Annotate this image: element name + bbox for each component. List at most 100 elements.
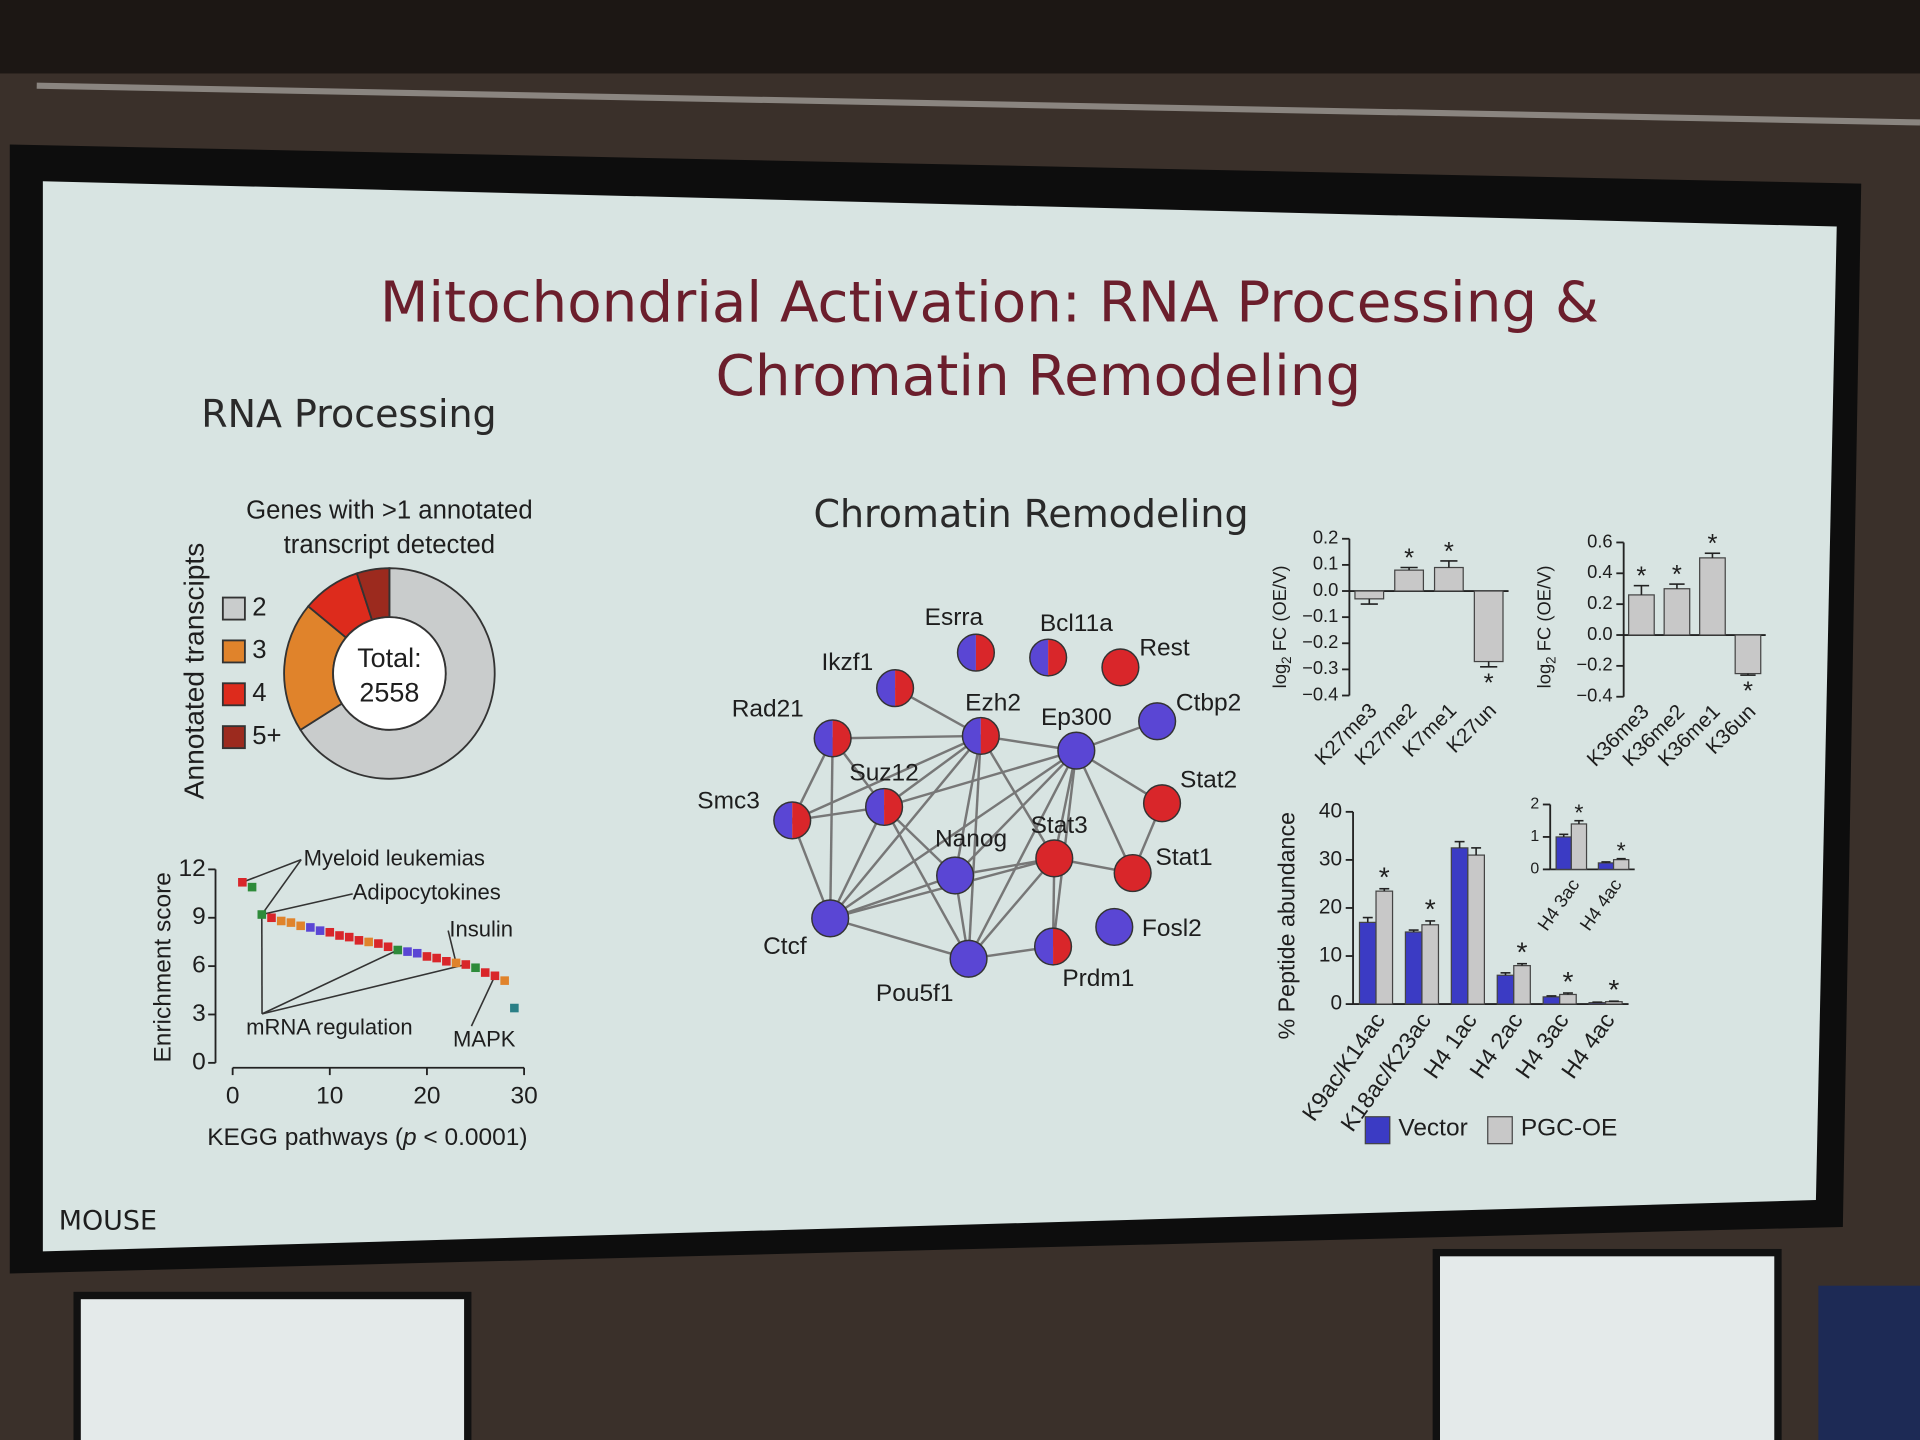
point <box>412 948 422 958</box>
annotation-line <box>261 859 302 915</box>
node-label: Esrra <box>925 604 984 631</box>
significance-mark: * <box>1672 561 1682 589</box>
node-label: Fosl2 <box>1142 915 1202 942</box>
node-half <box>814 720 833 757</box>
network-edge <box>953 735 983 876</box>
bar <box>1354 590 1385 600</box>
significance-mark: * <box>1379 861 1390 892</box>
y-tick-label: 3 <box>192 1000 206 1027</box>
node-label: Stat1 <box>1156 844 1213 871</box>
point <box>490 971 500 981</box>
bar <box>1404 931 1423 1005</box>
node-label: Smc3 <box>697 788 760 815</box>
y-axis-label: % Peptide abundance <box>1273 812 1299 1040</box>
y-axis-label-part: FC (OE/V) <box>1269 566 1290 657</box>
node-label: Ikzf1 <box>822 649 874 676</box>
monitor-left-screen <box>80 1299 465 1440</box>
point <box>364 937 373 947</box>
ceiling-rail <box>36 82 1920 126</box>
network-edge <box>832 734 981 740</box>
y-tick-label: 20 <box>1319 895 1342 918</box>
y-tick-label: 0.2 <box>1587 592 1613 613</box>
node <box>1057 731 1096 770</box>
point <box>267 913 276 923</box>
node-half <box>884 788 903 826</box>
annotation: Adipocytokines <box>353 880 501 905</box>
bar <box>1734 634 1762 675</box>
legend-label: Vector <box>1398 1114 1467 1141</box>
y-axis-label-part: log <box>1533 664 1554 689</box>
x-axis-label: KEGG pathways (p < 0.0001) <box>207 1124 527 1151</box>
y-axis-label: log2 FC (OE/V) <box>1533 566 1558 689</box>
significance-mark: * <box>1562 966 1573 997</box>
y-tick-label: −0.4 <box>1302 683 1338 704</box>
legend-swatch <box>221 596 246 621</box>
point <box>480 968 490 977</box>
node <box>936 856 975 895</box>
x-axis-label-part: p <box>402 1124 417 1151</box>
legend-label: 5+ <box>252 722 281 750</box>
y-tick-label: 0 <box>1530 861 1539 878</box>
network-edge <box>967 750 1078 960</box>
node-outline <box>864 787 904 827</box>
point <box>344 932 354 942</box>
legend-label: PGC-OE <box>1521 1114 1618 1141</box>
point <box>510 1003 519 1013</box>
y-tick-label: 0.0 <box>1587 623 1613 644</box>
x-tick-label: 0 <box>226 1083 240 1110</box>
x-axis-label-part: KEGG pathways ( <box>207 1124 403 1151</box>
bar <box>1513 965 1531 1005</box>
point <box>315 926 325 935</box>
node-half <box>980 717 1000 755</box>
network-edge <box>791 734 982 822</box>
slide-title: Mitochondrial Activation: RNA Processing… <box>380 271 1599 336</box>
point <box>335 931 344 940</box>
significance-mark: * <box>1444 538 1454 566</box>
point <box>374 939 383 948</box>
node-label: Ctcf <box>763 933 807 960</box>
node-label: Bcl11a <box>1040 610 1113 637</box>
network-edge <box>829 917 969 960</box>
y-tick-label: 40 <box>1319 799 1342 822</box>
y-axis-label-part: 2 <box>1543 656 1558 663</box>
legend-swatch <box>1487 1116 1513 1145</box>
y-tick-label: −0.3 <box>1302 657 1338 678</box>
x-axis-label-part: < 0.0001) <box>417 1124 528 1151</box>
node-half <box>865 788 885 826</box>
y-axis-label-part: log <box>1269 664 1290 689</box>
node-half <box>1029 639 1049 676</box>
annotation: Insulin <box>449 916 513 941</box>
node <box>949 939 988 978</box>
bar <box>1496 974 1515 1005</box>
legend-swatch <box>221 725 246 750</box>
annotation: mRNA regulation <box>246 1014 413 1039</box>
donut-hole <box>332 616 447 731</box>
monitor-right-screen <box>1440 1256 1775 1440</box>
node-outline <box>1033 927 1073 966</box>
point <box>247 882 257 892</box>
annotation-line <box>261 963 466 1015</box>
node <box>1095 907 1134 947</box>
point <box>354 936 364 945</box>
bar <box>1421 924 1440 1005</box>
sign <box>1818 1285 1920 1440</box>
point <box>238 878 247 887</box>
y-tick-label: −0.2 <box>1576 654 1612 675</box>
y-tick-label: 0.2 <box>1313 527 1339 548</box>
y-tick-label: 12 <box>178 855 205 882</box>
annotation-line <box>447 930 457 964</box>
y-axis-label: Annotated transcipts <box>178 543 209 800</box>
node-half <box>957 634 976 672</box>
node-label: Rad21 <box>732 696 804 723</box>
node-label: Stat3 <box>1031 812 1088 839</box>
point <box>432 953 441 963</box>
node-label: Stat2 <box>1180 767 1237 794</box>
node <box>1101 648 1140 687</box>
x-tick-label: 10 <box>316 1083 343 1110</box>
bar <box>1433 566 1464 592</box>
node-half <box>876 669 896 707</box>
node-label: Nanog <box>935 825 1007 852</box>
node-label: Rest <box>1139 634 1190 661</box>
bar <box>1375 890 1394 1005</box>
annotation-line <box>470 975 496 1027</box>
